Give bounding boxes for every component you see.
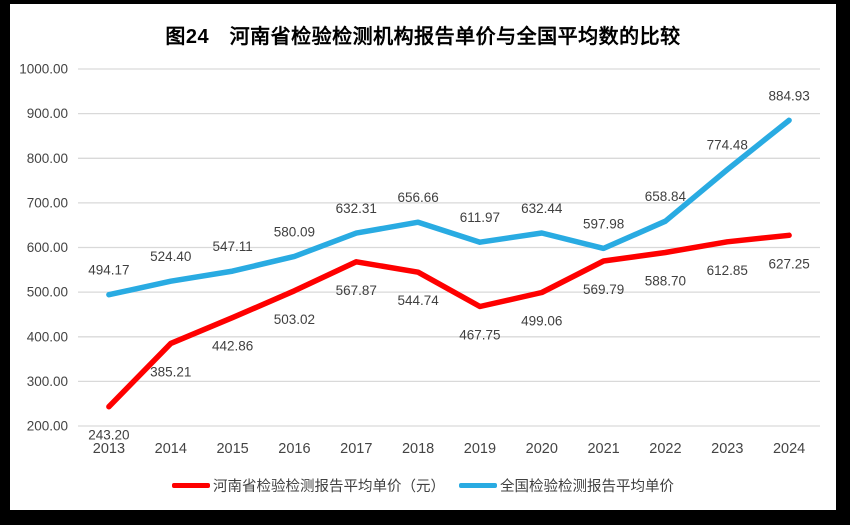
y-tick-label: 200.00 (27, 419, 68, 434)
data-label: 524.40 (150, 249, 191, 264)
y-tick-label: 600.00 (27, 240, 68, 255)
chart-canvas: 200.00 300.00 400.00 500.00 600.00 700.00 800.… (19, 62, 820, 457)
y-tick-label: 800.00 (27, 151, 68, 166)
y-tick-label: 400.00 (27, 329, 68, 344)
chart-panel: 200.00 300.00 400.00 500.00 600.00 700.00 800.… (10, 4, 836, 510)
data-label: 499.06 (521, 314, 562, 329)
x-tick-label: 2017 (340, 441, 372, 457)
data-label: 658.84 (645, 189, 687, 204)
series-line-1 (106, 117, 792, 298)
data-label: 884.93 (768, 88, 809, 103)
x-tick-label: 2022 (649, 441, 681, 457)
data-label: 580.09 (274, 224, 315, 239)
y-tick-label: 900.00 (27, 106, 68, 121)
data-label: 442.86 (212, 339, 253, 354)
x-tick-label: 2020 (526, 441, 558, 457)
x-tick-label: 2018 (402, 441, 434, 457)
data-label: 569.79 (583, 282, 624, 297)
data-label: 611.97 (460, 210, 500, 225)
y-tick-label: 500.00 (27, 285, 68, 300)
data-label: 567.87 (336, 283, 377, 298)
x-tick-label: 2024 (773, 441, 805, 457)
legend-item-henan: 河南省检验检测报告平均单价（元） (172, 475, 445, 496)
data-label: 597.98 (583, 216, 624, 231)
x-tick-label: 2019 (464, 441, 496, 457)
data-label: 656.66 (397, 190, 438, 205)
x-tick-label: 2014 (155, 441, 187, 457)
x-tick-label: 2013 (93, 441, 125, 457)
legend-swatch-national (459, 483, 497, 488)
legend-swatch-henan (172, 483, 210, 488)
chart-title: 图24 河南省检验检测机构报告单价与全国平均数的比较 (165, 26, 681, 48)
legend-label-henan: 河南省检验检测报告平均单价（元） (213, 479, 445, 495)
chart-legend: 河南省检验检测报告平均单价（元） 全国检验检测报告平均单价 (10, 475, 836, 496)
data-label: 612.85 (707, 263, 748, 278)
x-tick-label: 2015 (216, 441, 248, 457)
data-label: 627.25 (768, 256, 809, 271)
data-label: 494.17 (88, 263, 129, 278)
legend-item-national: 全国检验检测报告平均单价 (459, 475, 674, 496)
data-label: 544.74 (397, 293, 439, 308)
x-tick-label: 2021 (587, 441, 619, 457)
data-label: 385.21 (150, 364, 191, 379)
data-label: 503.02 (274, 312, 315, 327)
legend-label-national: 全国检验检测报告平均单价 (500, 479, 674, 495)
data-label: 632.44 (521, 201, 563, 216)
data-label: 547.11 (212, 239, 252, 254)
y-tick-label: 300.00 (27, 374, 68, 389)
data-label: 632.31 (336, 201, 377, 216)
data-label: 243.20 (88, 428, 129, 443)
data-label: 588.70 (645, 274, 686, 289)
data-label: 467.75 (459, 328, 500, 343)
y-tick-label: 1000.00 (19, 62, 68, 77)
x-tick-label: 2016 (278, 441, 310, 457)
y-tick-label: 700.00 (27, 195, 68, 210)
x-tick-label: 2023 (711, 441, 743, 457)
series-line-0 (106, 232, 792, 410)
data-label: 774.48 (707, 138, 748, 153)
